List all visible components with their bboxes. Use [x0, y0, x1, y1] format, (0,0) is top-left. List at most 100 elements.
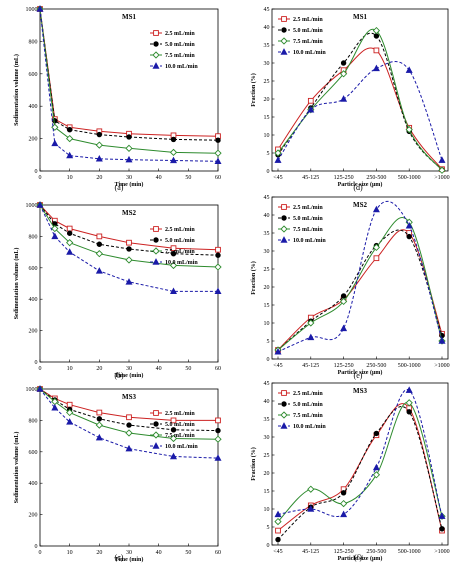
data-point [274, 149, 282, 157]
data-point [66, 225, 73, 232]
data-point [215, 427, 221, 434]
data-point [170, 136, 177, 143]
data-point [66, 134, 74, 143]
data-point [95, 421, 103, 429]
series-line [39, 8, 219, 141]
y-tick-label: 5 [267, 151, 270, 157]
data-point [340, 510, 348, 518]
y-tick-label: 10 [264, 507, 270, 513]
x-tick-label: 10 [67, 175, 73, 181]
legend-label: 7.5 mL/min [293, 227, 323, 233]
series-4 [274, 386, 446, 519]
legend-label: 2.5 mL/min [165, 31, 195, 37]
legend-marker [152, 51, 160, 59]
data-point [340, 60, 347, 66]
data-point [439, 526, 445, 532]
y-tick-label: 35 [264, 231, 270, 237]
y-axis-label: Sedimentation volume (mL) [13, 432, 20, 504]
legend-label: 10.0 mL/min [293, 238, 326, 244]
series-line [277, 389, 443, 517]
data-point [51, 139, 59, 147]
data-point [373, 47, 380, 54]
data-point [96, 416, 103, 422]
plot-frame [271, 196, 449, 360]
y-tick-label: 600 [29, 72, 38, 78]
y-tick-label: 40 [264, 399, 270, 405]
data-point [307, 319, 315, 327]
data-point [170, 245, 177, 252]
x-tick-label: <45 [273, 363, 282, 369]
chart-panel-a: 0 200 400 600 800 1000 0 10 20 30 40 50 60 Time (min)… [13, 5, 222, 192]
data-point [339, 297, 348, 306]
x-tick-label: 45-125 [302, 175, 319, 181]
y-tick-label: 200 [29, 513, 38, 519]
y-tick-label: 25 [264, 453, 270, 459]
y-tick-label: 40 [264, 25, 270, 31]
series-3 [36, 201, 222, 271]
series-1 [275, 47, 445, 173]
data-point [274, 517, 282, 526]
x-tick-label: 45-125 [302, 549, 319, 555]
panel-caption: (d) [353, 183, 363, 192]
y-tick-label: 600 [29, 266, 38, 272]
data-point [339, 499, 348, 508]
data-point [274, 156, 282, 163]
legend-marker [152, 62, 160, 69]
data-point [438, 166, 446, 174]
data-point [169, 287, 178, 295]
y-axis-label: Fraction (%) [250, 447, 257, 481]
legend-marker [153, 237, 159, 243]
x-axis-label: Time (min) [115, 181, 144, 188]
x-tick-label: 125-250 [334, 363, 354, 369]
legend-marker [280, 37, 288, 45]
chart-title: MS2 [122, 209, 137, 217]
legend: 2.5 mL/min 5.0 mL/min 7.5 mL/min 10.0 mL/mi… [278, 16, 326, 56]
data-point [125, 144, 133, 152]
legend-label: 7.5 mL/min [165, 249, 195, 255]
y-tick-label: 0 [35, 169, 38, 175]
data-point [340, 95, 348, 102]
data-point [125, 444, 133, 452]
x-tick-label: 60 [215, 175, 221, 181]
x-tick-label: 50 [185, 366, 191, 372]
data-point [96, 241, 103, 247]
legend-label: 5.0 mL/min [293, 28, 323, 34]
panel-caption: (c) [115, 553, 124, 562]
legend-label: 2.5 mL/min [293, 205, 323, 211]
data-point [406, 233, 412, 240]
y-tick-label: 5 [267, 339, 270, 345]
data-point [406, 409, 412, 415]
y-tick-label: 10 [264, 133, 270, 139]
data-point [372, 243, 381, 252]
y-tick-label: 45 [264, 195, 270, 201]
data-point [307, 333, 315, 341]
data-point [95, 141, 103, 149]
data-point [66, 151, 74, 159]
y-tick-label: 800 [29, 234, 38, 240]
data-point [52, 118, 58, 124]
data-point [66, 408, 74, 417]
data-point [169, 156, 178, 164]
plot-frame [271, 382, 449, 546]
x-tick-label: 50 [185, 175, 191, 181]
data-point [125, 256, 133, 264]
y-axis-label: Fraction (%) [250, 73, 257, 107]
y-tick-label: 1000 [26, 203, 38, 209]
data-point [51, 224, 59, 233]
y-tick-label: 0 [267, 169, 270, 175]
data-point [373, 33, 380, 39]
data-point [405, 221, 413, 229]
y-tick-label: 5 [267, 525, 270, 531]
data-point [214, 149, 222, 157]
x-axis-label: Particle size (μm) [338, 369, 383, 376]
series-4 [36, 5, 222, 164]
data-point [373, 255, 380, 262]
data-point [126, 414, 132, 421]
data-point [126, 422, 132, 428]
data-point [438, 156, 446, 163]
data-point [95, 155, 103, 162]
legend-marker [152, 258, 160, 265]
data-point [307, 505, 315, 512]
data-point [438, 337, 446, 344]
chart-panel-e: 0 5 10 15 20 25 30 35 40 45 <45 45-125 125-250 250-50… [250, 195, 450, 380]
